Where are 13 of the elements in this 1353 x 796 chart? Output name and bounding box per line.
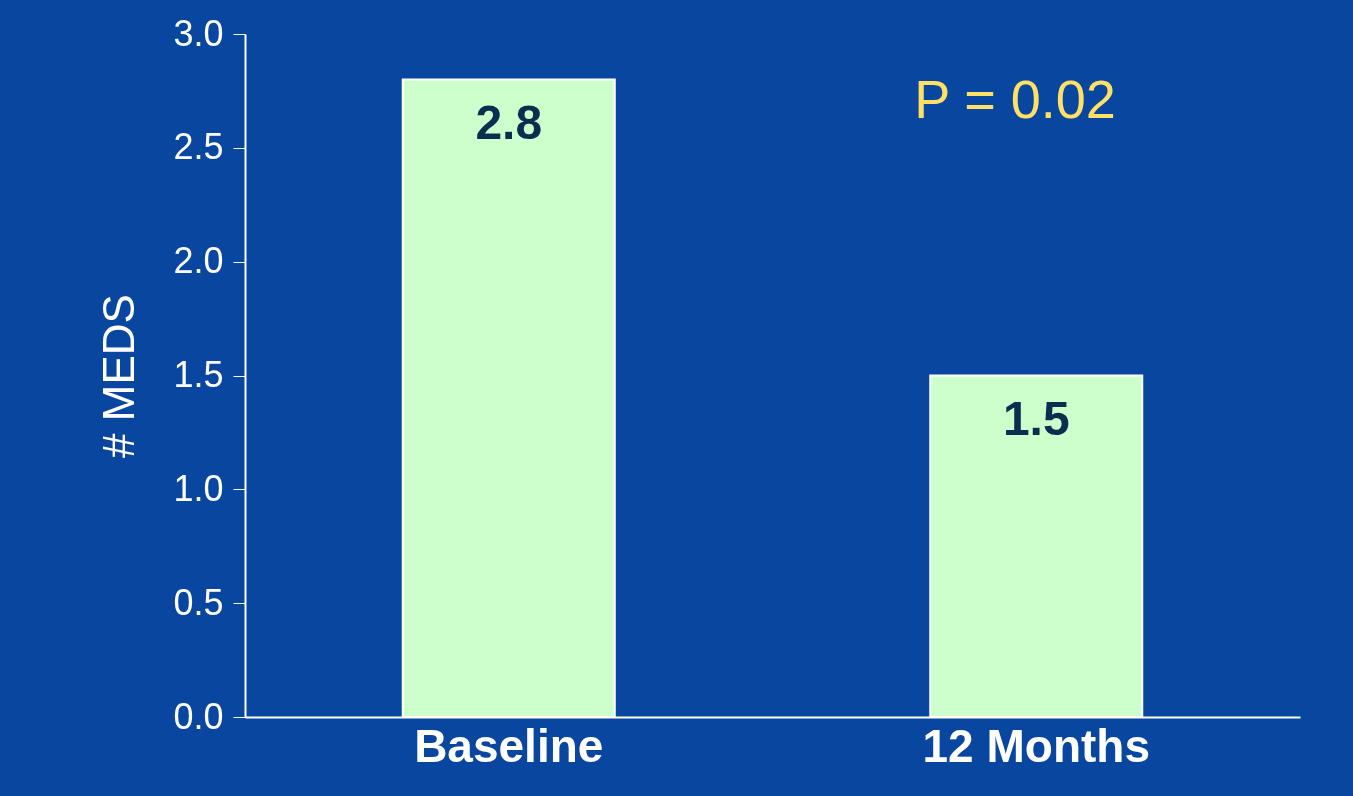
data-label: 1.5 (1002, 391, 1070, 445)
x-tick-label: Baseline (414, 719, 604, 772)
y-tick-label: 0.0 (173, 695, 224, 737)
data-label: 2.8 (475, 95, 543, 149)
y-tick-label: 1.5 (173, 354, 224, 395)
y-tick-label: 2.5 (173, 126, 224, 168)
x-tick-label: 12 Months (922, 719, 1150, 772)
y-tick-label: 0.5 (173, 581, 224, 623)
annotation: P = 0.02 (914, 69, 1116, 129)
y-tick-label: 3.0 (173, 12, 224, 54)
y-tick-label: 1.0 (173, 467, 224, 509)
y-tick-label: 2.0 (173, 240, 224, 282)
y-axis-title: # MEDS (94, 294, 144, 458)
